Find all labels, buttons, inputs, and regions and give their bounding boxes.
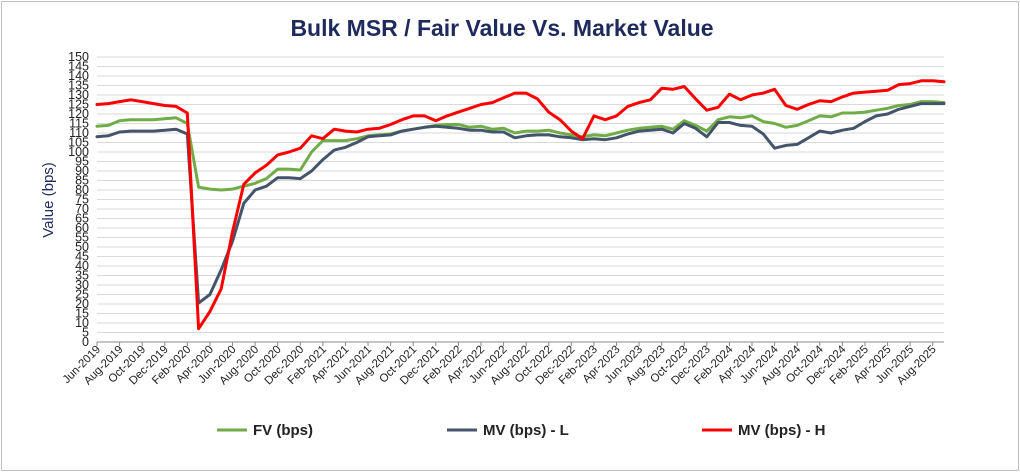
y-tick-label: 135	[68, 79, 89, 93]
y-tick-label: 45	[75, 250, 89, 264]
y-tick-label: 55	[75, 231, 89, 245]
y-tick-label: 75	[75, 193, 89, 207]
y-tick-label: 90	[75, 164, 89, 178]
y-tick-label: 100	[68, 145, 89, 159]
legend-label: MV (bps) - H	[738, 422, 826, 439]
y-tick-label: 85	[75, 174, 89, 188]
chart-title: Bulk MSR / Fair Value Vs. Market Value	[290, 15, 713, 41]
y-tick-label: 115	[69, 117, 89, 131]
legend-label: FV (bps)	[253, 422, 313, 439]
y-tick-label: 60	[75, 221, 89, 235]
y-tick-label: 40	[75, 259, 89, 273]
y-tick-label: 50	[75, 240, 89, 254]
gridlines	[97, 56, 944, 333]
y-tick-label: 30	[75, 278, 89, 292]
y-tick-label: 150	[68, 50, 89, 64]
y-tick-label: 125	[68, 98, 89, 112]
y-tick-label: 95	[75, 155, 89, 169]
y-tick-label: 5	[82, 326, 89, 340]
y-tick-label: 80	[75, 183, 89, 197]
x-axis-ticks: Jun-2019Aug-2019Oct-2019Dec-2019Feb-2020…	[61, 342, 939, 387]
y-tick-label: 15	[75, 307, 89, 321]
series-line	[95, 79, 946, 331]
y-tick-label: 70	[75, 202, 89, 216]
y-tick-label: 65	[75, 212, 89, 226]
y-tick-label: 105	[68, 136, 89, 150]
y-tick-label: 0	[82, 335, 89, 349]
y-tick-label: 145	[68, 60, 89, 74]
legend-label: MV (bps) - L	[483, 422, 569, 439]
y-tick-label: 25	[75, 288, 89, 302]
y-tick-label: 35	[75, 269, 89, 283]
y-axis-label: Value (bps)	[40, 162, 57, 238]
y-tick-label: 10	[75, 316, 89, 330]
y-tick-label: 120	[68, 107, 89, 121]
y-tick-label: 110	[69, 126, 89, 140]
series-line	[95, 100, 946, 192]
y-axis-ticks: 0510152025303540455055606570758085909510…	[68, 50, 89, 349]
y-tick-label: 140	[68, 69, 89, 83]
series-line	[95, 102, 946, 305]
y-tick-label: 130	[68, 88, 89, 102]
y-tick-label: 20	[75, 297, 89, 311]
legend: FV (bps) MV (bps) - L MV (bps) - H	[217, 422, 826, 439]
series-lines	[95, 79, 946, 331]
